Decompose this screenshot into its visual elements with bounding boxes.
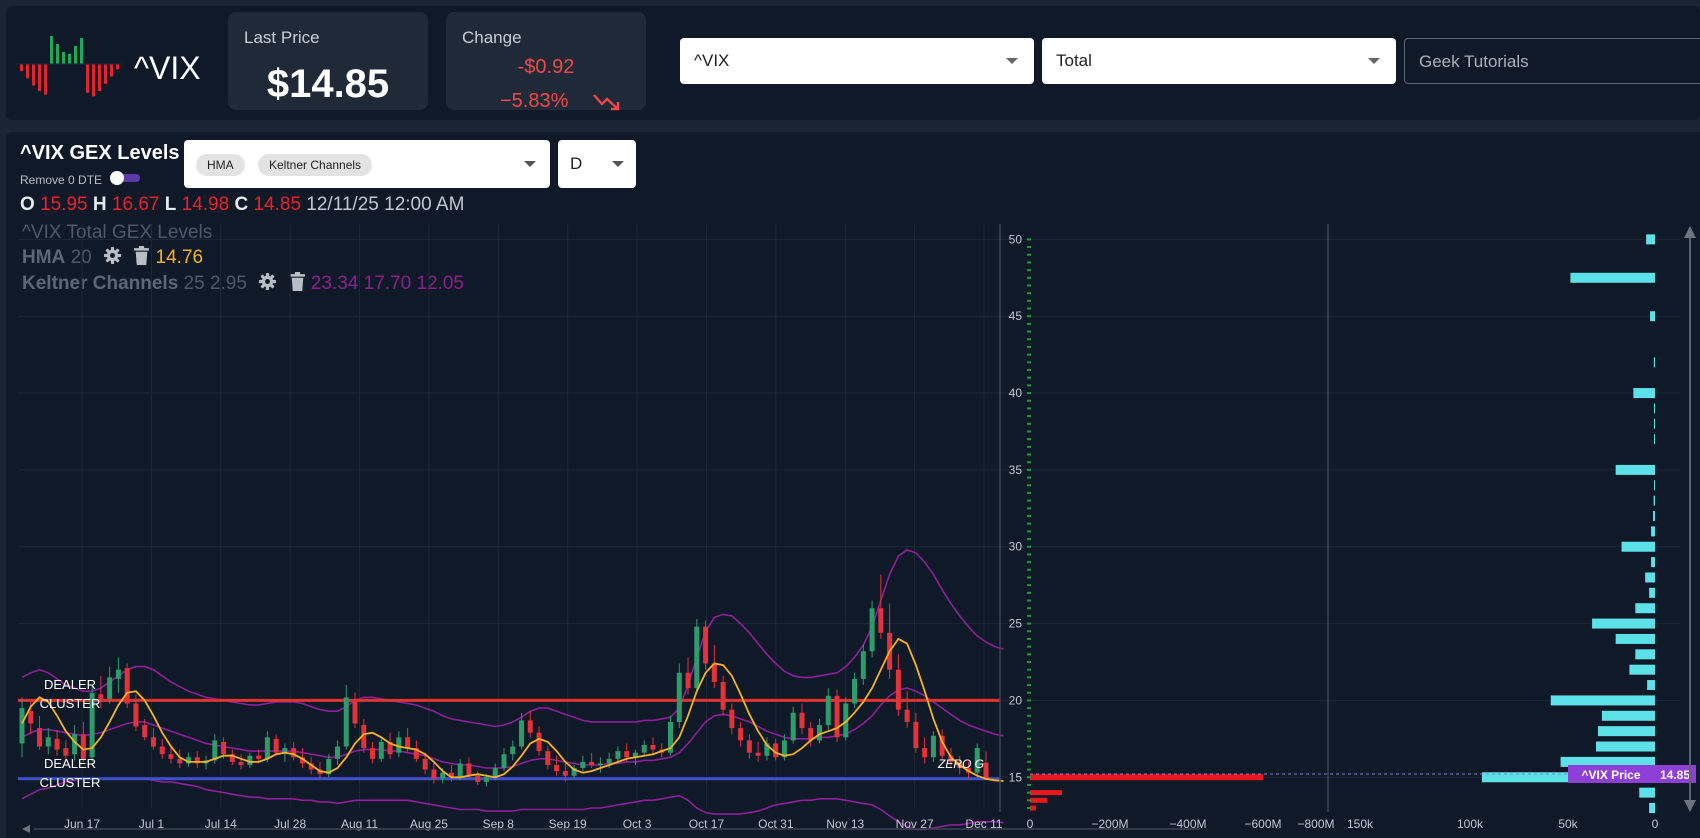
toggle-knob [110,171,124,185]
gear-icon[interactable] [103,246,122,265]
logo-bar [56,44,59,64]
trash-icon[interactable] [289,272,306,291]
gear-icon[interactable] [258,272,277,291]
ohlc-readout: O 15.95 H 16.67 L 14.98 C 14.85 12/11/25… [20,194,464,216]
logo-bar [50,36,53,64]
hma-params: 20 [70,247,92,268]
hma-value: 14.76 [155,247,204,268]
low-value: 14.98 [181,194,230,215]
chevron-down-icon [524,161,536,167]
ticker-select[interactable]: ^VIX [680,38,1034,84]
remove-0dte-toggle[interactable] [110,171,140,185]
gex-type-select[interactable]: Total [1042,38,1396,84]
logo-bar [86,64,89,93]
tutorials-select[interactable]: Geek Tutorials [1404,38,1700,84]
close-value: 14.85 [253,194,302,215]
logo-bar [116,64,119,70]
legend-keltner: Keltner Channels 25 2.95 23.34 17.70 12.… [22,272,464,295]
logo-bar [92,64,95,97]
top-bar: ^VIX Last Price $14.85 Change -$0.92 −5.… [6,6,1700,120]
chevron-down-icon [1006,58,1018,64]
logo-bar [98,64,101,91]
trash-icon[interactable] [133,246,150,265]
bar-timestamp: 12/11/25 12:00 AM [306,194,465,215]
low-label: L [164,194,177,215]
open-label: O [20,194,35,215]
keltner-name: Keltner Channels [22,273,179,294]
timeframe-value: D [570,154,583,173]
chevron-down-icon [612,161,624,167]
panel-title: ^VIX GEX Levels [20,142,180,164]
trend-down-icon [593,94,620,111]
hma-name: HMA [22,247,66,268]
logo-bar [26,64,29,79]
tutorials-select-value: Geek Tutorials [1419,52,1529,71]
high-label: H [92,194,107,215]
ticker-title: ^VIX [134,50,201,86]
gex-logo [16,30,122,102]
change-label: Change [462,28,522,47]
last-price-label: Last Price [244,28,320,47]
open-value: 15.95 [40,194,88,215]
logo-bar [110,64,113,77]
high-value: 16.67 [111,194,160,215]
gex-logo-icon [16,36,122,97]
ticker-select-value: ^VIX [694,51,730,70]
last-price-value: $14.85 [266,62,390,106]
keltner-params: 25 2.95 [183,273,247,294]
last-price-card: Last Price $14.85 [228,12,428,110]
logo-bar [62,52,65,64]
chevron-down-icon [1368,58,1380,64]
remove-0dte-label: Remove 0 DTE [20,173,103,187]
legend-series: ^VIX Total GEX Levels [22,222,213,243]
logo-bar [44,64,47,95]
logo-bar [74,46,77,64]
close-label: C [234,194,249,215]
indicator-select[interactable]: HMA Keltner Channels [184,140,550,188]
logo-bar [104,64,107,84]
toggle-track [114,174,140,182]
logo-bar [32,64,35,86]
logo-bar [20,64,23,72]
legend-hma: HMA 20 14.76 [22,246,203,269]
change-card: Change -$0.92 −5.83% [446,12,646,112]
gex-levels-panel: ^VIX GEX Levels Remove 0 DTE HMA Keltner… [6,132,1700,838]
logo-bar [68,54,71,64]
indicator-chip-keltner[interactable]: Keltner Channels [258,154,373,176]
logo-bar [38,64,41,91]
indicator-chip-hma[interactable]: HMA [196,154,245,176]
change-percent: −5.83% [500,90,569,112]
change-amount: -$0.92 [517,56,575,78]
logo-bar [80,38,83,64]
keltner-values: 23.34 17.70 12.05 [310,273,464,294]
gex-type-select-value: Total [1056,51,1092,70]
timeframe-select[interactable]: D [558,140,636,188]
